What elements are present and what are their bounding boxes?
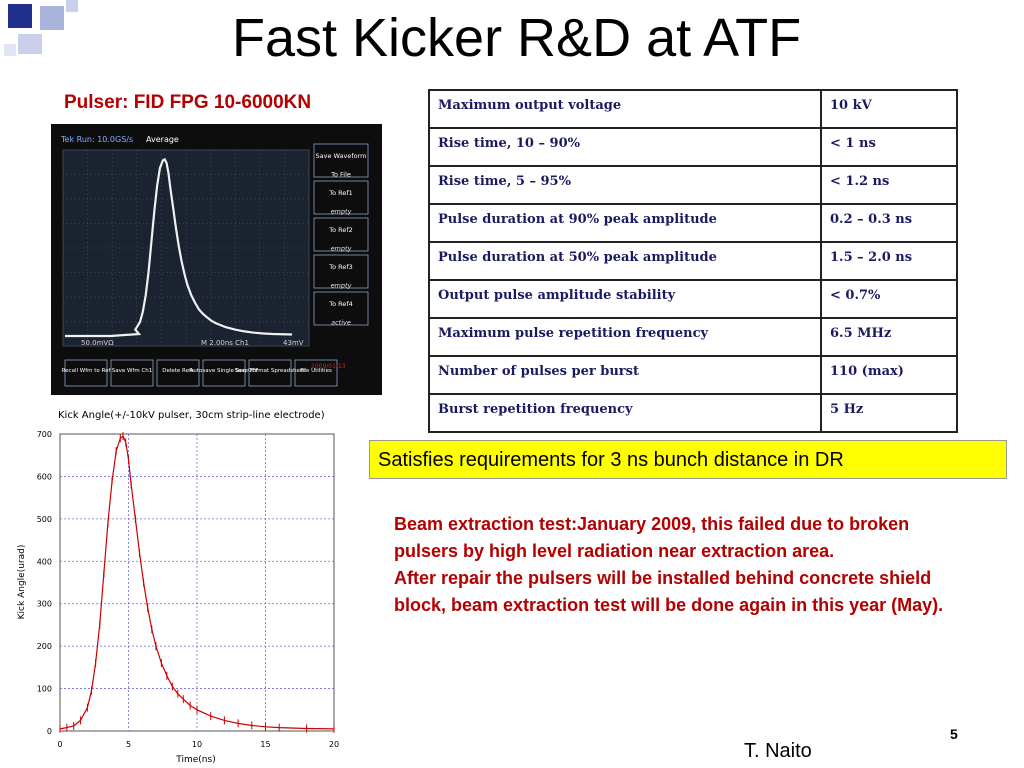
chart-xtick-label: 15 bbox=[260, 740, 270, 749]
scope-menu-item: To Ref2 bbox=[328, 226, 353, 234]
spec-table: Maximum output voltage 10 kV Rise time, 10… bbox=[428, 89, 958, 433]
spec-row: Output pulse amplitude stability < 0.7% bbox=[428, 279, 958, 319]
scope-bottom-box bbox=[294, 359, 338, 387]
chart-ytick-label: 100 bbox=[37, 685, 52, 694]
spec-row: Maximum output voltage 10 kV bbox=[428, 89, 958, 129]
spec-value: < 1 ns bbox=[820, 127, 958, 167]
chart-ylabel: Kick Angle(urad) bbox=[17, 545, 27, 620]
author: T. Naito bbox=[744, 740, 812, 762]
scope-menu-item: To Ref3 bbox=[328, 263, 353, 271]
chart-ytick-label: 700 bbox=[37, 430, 52, 439]
corner-square-2 bbox=[40, 6, 64, 30]
scope-menu-box bbox=[313, 180, 369, 215]
chart-xtick-label: 5 bbox=[126, 740, 131, 749]
chart-ytick-label: 600 bbox=[37, 472, 52, 481]
chart-ytick-label: 400 bbox=[37, 557, 52, 566]
spec-value: 10 kV bbox=[820, 89, 958, 129]
corner-square-5 bbox=[4, 44, 16, 56]
scope-ch1-scale: 50.0mVΩ bbox=[81, 339, 114, 347]
scope-menu-box bbox=[313, 217, 369, 252]
corner-square-1 bbox=[8, 4, 32, 28]
scope-bottom-box bbox=[248, 359, 292, 387]
spec-value: < 1.2 ns bbox=[820, 165, 958, 205]
spec-param: Pulse duration at 50% peak amplitude bbox=[428, 241, 822, 281]
corner-square-4 bbox=[18, 34, 42, 54]
note-extraction-test: Beam extraction test:January 2009, this … bbox=[394, 514, 910, 561]
scope-menu-item: empty bbox=[331, 208, 352, 216]
spec-row: Number of pulses per burst 110 (max) bbox=[428, 355, 958, 395]
scope-bottom-box bbox=[64, 359, 108, 387]
spec-param: Burst repetition frequency bbox=[428, 393, 822, 433]
scope-trigger: 43mV bbox=[283, 339, 304, 347]
spec-param: Pulse duration at 90% peak amplitude bbox=[428, 203, 822, 243]
scope-menu-item: empty bbox=[331, 282, 352, 290]
scope-bottom-item: Save Format Spreadsheet bbox=[234, 368, 306, 374]
chart-ytick-label: 300 bbox=[37, 600, 52, 609]
scope-menu-item: empty bbox=[331, 245, 352, 253]
oscilloscope-photo: Tek Run: 10.0GS/s Average 50.0mVΩ M 2.00… bbox=[51, 124, 382, 395]
chart-xtick-label: 0 bbox=[57, 740, 62, 749]
spec-param: Number of pulses per burst bbox=[428, 355, 822, 395]
scope-waveform bbox=[65, 157, 293, 338]
spec-row: Burst repetition frequency 5 Hz bbox=[428, 393, 958, 433]
note-repair-plan: After repair the pulsers will be install… bbox=[394, 568, 944, 615]
spec-row: Pulse duration at 50% peak amplitude 1.5 … bbox=[428, 241, 958, 281]
spec-value: 110 (max) bbox=[820, 355, 958, 395]
scope-menu-box bbox=[313, 291, 369, 326]
chart-ytick-label: 0 bbox=[47, 727, 52, 736]
chart-xtick-label: 20 bbox=[329, 740, 339, 749]
pulser-subtitle: Pulser: FID FPG 10-6000KN bbox=[64, 92, 312, 113]
corner-square-3 bbox=[66, 0, 78, 12]
scope-bottom-item: Autosave Single Seq OFF bbox=[190, 368, 259, 374]
scope-menu-item: To Ref1 bbox=[328, 189, 353, 197]
scope-bottom-box bbox=[156, 359, 200, 387]
spec-row: Rise time, 5 – 95% < 1.2 ns bbox=[428, 165, 958, 205]
scope-bottom-box bbox=[110, 359, 154, 387]
scope-menu-item: To File bbox=[330, 171, 351, 179]
chart-ytick-label: 200 bbox=[37, 642, 52, 651]
requirement-callout: Satisfies requirements for 3 ns bunch di… bbox=[369, 440, 1007, 479]
chart-series-line bbox=[59, 435, 335, 730]
chart-xlabel: Time(ns) bbox=[175, 755, 215, 765]
spec-table-container: Maximum output voltage 10 kV Rise time, 10… bbox=[428, 89, 960, 441]
spec-value: 1.5 – 2.0 ns bbox=[820, 241, 958, 281]
scope-date: 2009/01/13 bbox=[311, 363, 346, 370]
notes-block: Beam extraction test:January 2009, this … bbox=[394, 511, 954, 619]
spec-row: Maximum pulse repetition frequency 6.5 MH… bbox=[428, 317, 958, 357]
chart-xtick-label: 10 bbox=[192, 740, 202, 749]
page-number: 5 bbox=[950, 726, 958, 742]
slide-title: Fast Kicker R&D at ATF bbox=[232, 8, 802, 68]
scope-menu-box bbox=[313, 254, 369, 289]
spec-value: 0.2 – 0.3 ns bbox=[820, 203, 958, 243]
spec-row: Pulse duration at 90% peak amplitude 0.2 … bbox=[428, 203, 958, 243]
scope-menu-box bbox=[313, 143, 369, 178]
kick-angle-chart: Kick Angle(+/-10kV pulser, 30cm strip-li… bbox=[17, 410, 339, 765]
scope-bottom-item: Delete Refs bbox=[162, 368, 194, 374]
spec-value: 5 Hz bbox=[820, 393, 958, 433]
scope-menu-item: To Ref4 bbox=[328, 300, 353, 308]
spec-value: 6.5 MHz bbox=[820, 317, 958, 357]
scope-bottom-item: Recall Wfm to Ref bbox=[62, 368, 112, 374]
spec-param: Maximum output voltage bbox=[428, 89, 822, 129]
scope-timebase: M 2.00ns Ch1 bbox=[201, 339, 249, 347]
spec-value: < 0.7% bbox=[820, 279, 958, 319]
chart-ytick-label: 500 bbox=[37, 515, 52, 524]
scope-mode: Average bbox=[146, 135, 179, 144]
scope-header: Tek Run: 10.0GS/s bbox=[60, 135, 133, 144]
chart-title: Kick Angle(+/-10kV pulser, 30cm strip-li… bbox=[58, 410, 325, 421]
spec-param: Rise time, 10 – 90% bbox=[428, 127, 822, 167]
spec-param: Maximum pulse repetition frequency bbox=[428, 317, 822, 357]
scope-bottom-box bbox=[202, 359, 246, 387]
scope-bottom-item: File Utilities bbox=[300, 368, 332, 374]
scope-bottom-item: Save Wfm Ch1 bbox=[112, 368, 153, 374]
spec-param: Output pulse amplitude stability bbox=[428, 279, 822, 319]
scope-menu-item: Save Waveform bbox=[315, 152, 366, 160]
spec-row: Rise time, 10 – 90% < 1 ns bbox=[428, 127, 958, 167]
scope-menu-item: active bbox=[331, 319, 351, 327]
spec-param: Rise time, 5 – 95% bbox=[428, 165, 822, 205]
